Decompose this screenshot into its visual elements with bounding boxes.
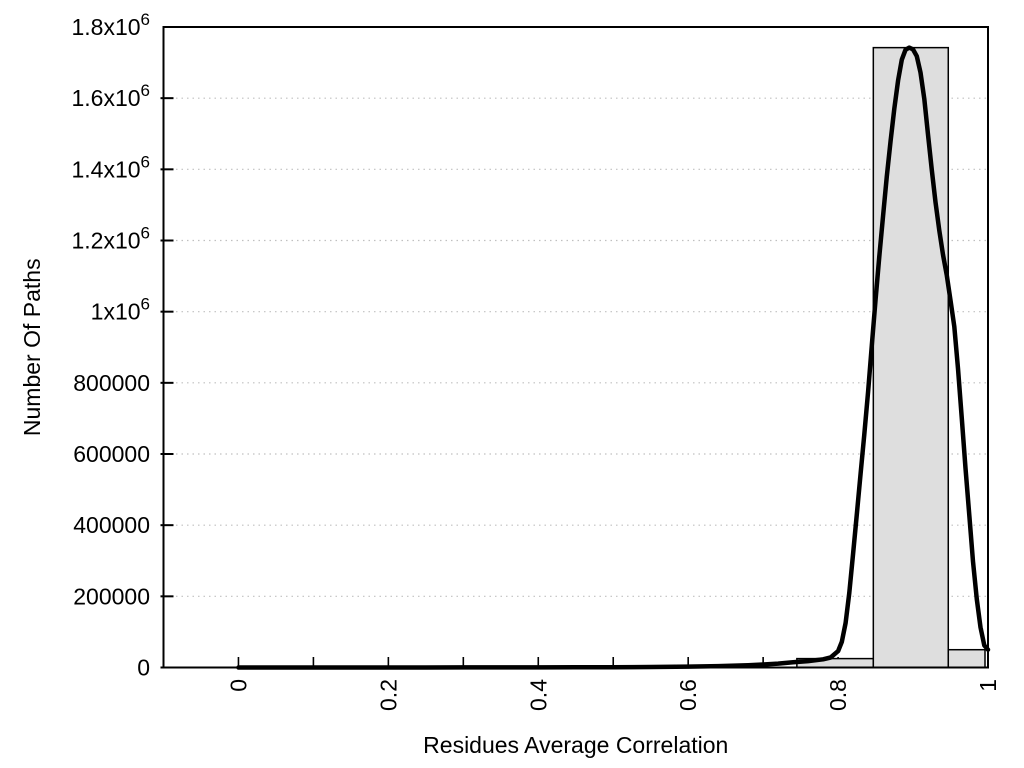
x-axis-title: Residues Average Correlation	[423, 732, 728, 758]
x-tick-label: 0.2	[375, 679, 401, 711]
y-axis-ticks	[160, 97, 174, 669]
y-axis-title: Number Of Paths	[19, 258, 45, 436]
x-tick-label: 1	[975, 679, 1001, 692]
x-tick-label: 0	[225, 679, 251, 692]
y-tick-label: 0	[137, 655, 150, 681]
y-tick-labels: 0 200000 400000 600000 800000 1x106 1.2x106 1.4…	[71, 10, 150, 681]
plot-border	[162, 26, 989, 669]
x-tick-label: 0.4	[525, 679, 551, 711]
x-tick-labels: 0 0.2 0.4 0.6 0.8 1	[225, 679, 1001, 711]
y-tick-label: 600000	[73, 441, 150, 467]
y-tick-label: 1.2x106	[71, 224, 150, 254]
x-tick-label: 0.6	[675, 679, 701, 711]
histogram-bar	[947, 648, 986, 669]
fit-curve	[236, 45, 991, 670]
y-tick-label: 200000	[73, 583, 150, 609]
x-tick-label: 0.8	[825, 679, 851, 711]
y-tick-label: 1x106	[91, 295, 150, 325]
y-tick-label: 800000	[73, 370, 150, 396]
y-tick-label: 1.4x106	[71, 152, 150, 182]
histogram-bar	[872, 46, 950, 669]
gridlines	[165, 97, 987, 597]
histogram-bars	[796, 46, 986, 669]
y-tick-label: 1.6x106	[71, 81, 150, 111]
y-tick-label: 1.8x106	[71, 10, 150, 40]
y-tick-label: 400000	[73, 512, 150, 538]
